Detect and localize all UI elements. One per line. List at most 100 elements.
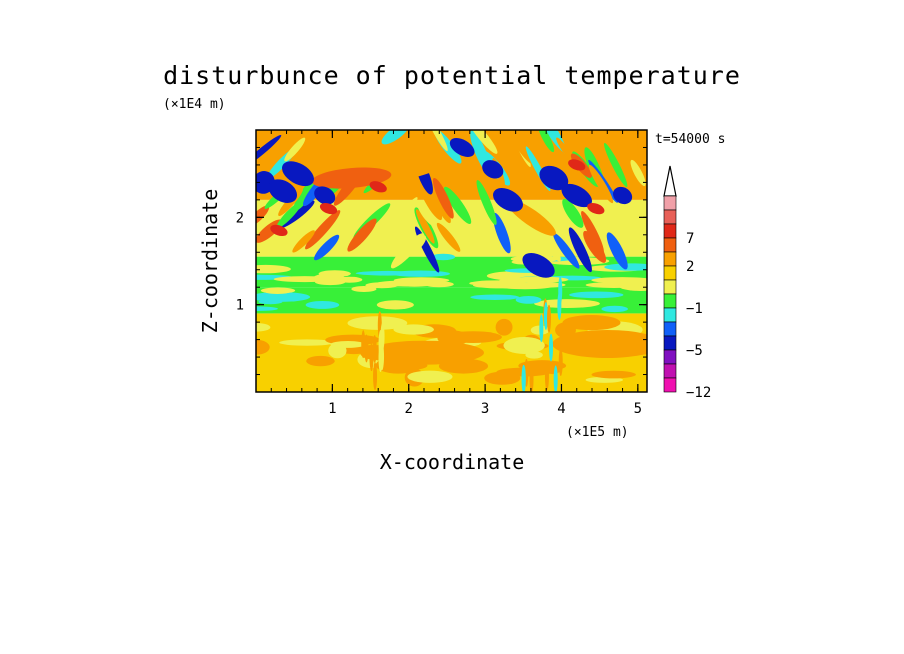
colorbar-bin bbox=[663, 265, 677, 281]
x-tick-label: 5 bbox=[634, 401, 642, 417]
chart-title: disturbunce of potential temperature bbox=[163, 61, 741, 90]
x-unit-label: (×1E5 m) bbox=[566, 425, 629, 440]
field-patch bbox=[303, 130, 334, 161]
colorbar-label: 2 bbox=[686, 259, 694, 275]
field-patch bbox=[553, 233, 580, 269]
vertical-streak bbox=[539, 314, 544, 343]
colorbar-bin bbox=[663, 223, 677, 239]
x-axis: 1 2 3 4 5 bbox=[270, 130, 642, 417]
field-patch bbox=[417, 178, 443, 221]
field-patch bbox=[263, 287, 292, 294]
field-patch bbox=[256, 205, 270, 227]
heatmap-field bbox=[256, 130, 647, 392]
cold-core bbox=[539, 165, 569, 191]
field-patch bbox=[407, 370, 453, 383]
colorbar-label: −12 bbox=[686, 385, 711, 401]
y-unit-label: (×1E4 m) bbox=[163, 97, 226, 112]
colorbar-label: −1 bbox=[686, 301, 703, 317]
field-patch bbox=[256, 264, 291, 274]
field-patch bbox=[305, 301, 340, 309]
vertical-streak bbox=[361, 330, 366, 359]
field-patch bbox=[256, 339, 270, 355]
field-patch bbox=[397, 197, 418, 223]
colorbar-bin bbox=[663, 321, 677, 337]
field-patch bbox=[591, 370, 636, 379]
y-axis-label: Z-coordinate bbox=[198, 189, 222, 334]
field-patch bbox=[256, 306, 278, 311]
field-patch bbox=[606, 232, 628, 270]
field-patch bbox=[436, 222, 461, 252]
field-patch bbox=[510, 276, 569, 283]
field-patch bbox=[351, 285, 377, 292]
field-layer bbox=[256, 130, 647, 392]
x-tick-label: 4 bbox=[557, 401, 565, 417]
field-patch bbox=[293, 176, 319, 211]
field-patch bbox=[534, 299, 600, 308]
field-patch bbox=[306, 355, 335, 367]
x-tick-label: 1 bbox=[328, 401, 336, 417]
vertical-streak bbox=[544, 362, 549, 391]
field-patch bbox=[347, 218, 377, 252]
field-patch bbox=[375, 280, 439, 287]
field-patch bbox=[513, 281, 566, 288]
field-patch bbox=[467, 130, 498, 154]
field-patch bbox=[569, 291, 624, 299]
y-tick-label: 1 bbox=[236, 298, 244, 314]
colorbar-bin bbox=[663, 237, 677, 253]
vertical-streak bbox=[543, 302, 548, 331]
cold-core bbox=[449, 137, 475, 157]
field-patch bbox=[381, 130, 410, 145]
colorbar-bin bbox=[663, 209, 677, 225]
field-patch bbox=[330, 340, 366, 348]
hot-core bbox=[369, 181, 387, 193]
colorbar-bin bbox=[663, 195, 677, 211]
cold-core bbox=[493, 188, 523, 212]
cold-core bbox=[268, 179, 298, 203]
field-patch bbox=[305, 210, 341, 250]
field-patch bbox=[292, 230, 315, 253]
colorbar-label: −5 bbox=[686, 343, 703, 359]
field-patch bbox=[509, 130, 534, 164]
warm-region bbox=[364, 340, 485, 365]
field-patch bbox=[591, 277, 647, 284]
field-patch bbox=[470, 294, 520, 301]
y-axis: 12 bbox=[236, 146, 647, 376]
field-patch bbox=[581, 211, 604, 254]
field-patch bbox=[400, 235, 427, 259]
field-patch bbox=[603, 130, 622, 157]
vertical-streak bbox=[521, 365, 526, 392]
field-patch bbox=[583, 230, 607, 263]
field-patch bbox=[415, 209, 435, 244]
vertical-streak bbox=[369, 343, 374, 372]
field-patch bbox=[284, 137, 306, 162]
cold-core bbox=[612, 186, 633, 205]
field-patch bbox=[339, 219, 363, 245]
field-patch bbox=[476, 180, 497, 225]
field-patch bbox=[376, 300, 414, 310]
vertical-streak bbox=[529, 365, 534, 392]
colorbar-bin bbox=[663, 251, 677, 267]
field-patch bbox=[562, 198, 584, 228]
warm-region bbox=[552, 329, 647, 358]
field-patch bbox=[568, 227, 592, 273]
field-patch bbox=[525, 351, 543, 359]
field-patch bbox=[393, 324, 434, 335]
colorbar-bin bbox=[663, 307, 677, 323]
field-patch bbox=[273, 276, 336, 283]
cold-core bbox=[314, 186, 336, 205]
vertical-streak bbox=[372, 335, 377, 364]
field-patch bbox=[256, 134, 282, 168]
field-patch bbox=[585, 282, 643, 289]
vertical-streak bbox=[373, 362, 378, 391]
colorbar-bin bbox=[663, 335, 677, 351]
vertical-streak bbox=[558, 348, 563, 377]
colorbar-bin bbox=[663, 279, 677, 295]
colorbar-extend-triangle bbox=[663, 165, 677, 197]
field-patch bbox=[314, 234, 340, 261]
field-patch bbox=[279, 339, 335, 346]
colorbar-bin bbox=[663, 363, 677, 379]
colorbar-label: 7 bbox=[686, 231, 694, 247]
cold-core bbox=[282, 161, 314, 187]
x-tick-label: 3 bbox=[481, 401, 489, 417]
